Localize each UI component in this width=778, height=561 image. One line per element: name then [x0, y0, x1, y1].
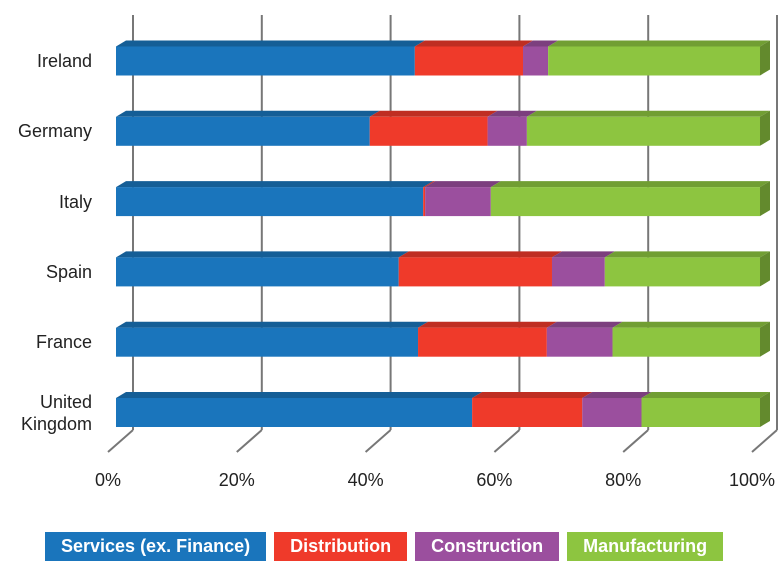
y-tick-label: Spain — [45, 261, 92, 282]
bar-side — [760, 251, 770, 287]
bar — [526, 116, 760, 146]
bar — [398, 257, 552, 287]
bar-top — [369, 110, 498, 117]
bar — [116, 327, 419, 357]
bar-top — [116, 40, 425, 47]
bar-top — [551, 251, 615, 258]
bar-top — [116, 251, 409, 258]
x-tick-label: 60% — [476, 470, 512, 490]
bar-top — [582, 392, 652, 398]
bar — [116, 187, 424, 217]
y-tick-label: Germany — [17, 121, 92, 142]
y-tick-label: United Kingdom — [20, 391, 92, 434]
bar — [418, 327, 547, 357]
bar — [116, 398, 473, 427]
bar-top — [641, 392, 770, 398]
bar — [523, 46, 549, 76]
x-tick-label: 80% — [605, 470, 641, 490]
bar-top — [425, 181, 501, 188]
y-tick-label: Ireland — [36, 51, 92, 71]
floor-line — [622, 429, 649, 453]
bar-top — [116, 392, 483, 398]
bar-top — [472, 392, 593, 398]
bar-top — [523, 40, 559, 47]
bar — [116, 116, 370, 146]
legend-item: Services (ex. Finance) — [45, 532, 267, 561]
bar-top — [116, 321, 429, 328]
bar — [641, 398, 760, 427]
bar-top — [116, 181, 434, 188]
bar-side — [760, 392, 770, 427]
bar — [116, 46, 415, 76]
bar-top — [116, 110, 380, 117]
bar-side — [760, 40, 770, 76]
floor-line — [751, 429, 778, 453]
bar — [423, 187, 426, 217]
bar-top — [612, 321, 770, 328]
legend: Services (ex. Finance) Distribution Constr… — [45, 532, 724, 561]
floor-line — [236, 429, 263, 453]
bar — [612, 327, 760, 357]
bar-top — [604, 251, 770, 258]
bar — [582, 398, 642, 427]
bar — [414, 46, 524, 76]
bar-top — [487, 110, 537, 117]
legend-item: Construction — [415, 532, 560, 561]
bar — [546, 327, 613, 357]
bar-top — [414, 40, 534, 47]
bar — [472, 398, 583, 427]
bar — [551, 257, 605, 287]
bar-top — [398, 251, 562, 258]
y-tick-label: Italy — [58, 191, 92, 212]
bar-top — [546, 321, 623, 328]
x-tick-label: 20% — [219, 470, 255, 490]
bar — [604, 257, 760, 287]
bar — [548, 46, 760, 76]
bar-side — [760, 321, 770, 357]
x-tick-label: 0% — [95, 470, 121, 490]
bar-top — [490, 181, 770, 188]
floor-line — [364, 429, 392, 453]
bar-top — [418, 321, 557, 328]
y-tick-label: France — [35, 332, 92, 353]
bar-top — [423, 181, 436, 188]
bar-side — [760, 181, 770, 217]
bar — [490, 187, 760, 217]
floor-line — [493, 429, 521, 453]
legend-item: Distribution — [274, 532, 408, 561]
bar-top — [548, 40, 770, 47]
bar-side — [760, 110, 770, 146]
floor-line — [107, 429, 134, 453]
bar — [116, 257, 399, 287]
x-tick-label: 100% — [729, 470, 775, 490]
x-tick-label: 40% — [348, 470, 384, 490]
bar — [425, 187, 491, 217]
bar-top — [526, 110, 770, 117]
bar — [487, 116, 527, 146]
legend-item: Manufacturing — [567, 532, 724, 561]
bar — [369, 116, 488, 146]
